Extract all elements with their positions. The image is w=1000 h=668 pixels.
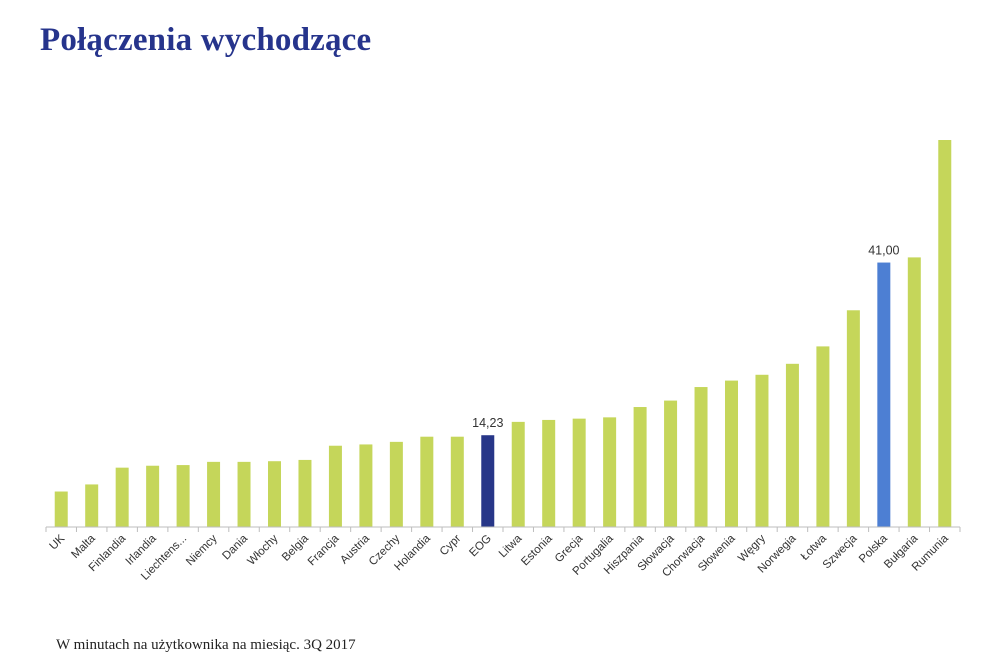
bar-holandia xyxy=(420,436,434,527)
x-tick-label-francja: Francja xyxy=(306,532,342,568)
bar-malta xyxy=(85,484,99,527)
bar-niemcy xyxy=(207,461,221,527)
bar-dania xyxy=(237,461,251,527)
bar-czechy xyxy=(389,441,403,527)
data-label-eog: 14,23 xyxy=(472,416,503,430)
x-tick-labels-group: UK MaltaFinlandiaIrlandiaLiechtens...Niem… xyxy=(48,532,952,583)
data-labels-group: 14,23 41,00 xyxy=(472,244,899,431)
bar-finlandia xyxy=(115,467,129,527)
bar-grecja xyxy=(572,418,586,527)
bar-bulgaria xyxy=(907,257,921,527)
x-tick-label-estonia: Estonia xyxy=(519,532,555,568)
bar-hiszpania xyxy=(633,407,647,527)
data-label-polska: 41,00 xyxy=(868,244,899,258)
x-tick-label-cypr: Cypr xyxy=(438,533,464,559)
x-tick-label-wlochy: Włochy xyxy=(245,532,280,567)
bar-litwa xyxy=(511,421,525,528)
bar-liechtens xyxy=(176,465,190,527)
bar-polska xyxy=(877,262,891,527)
x-tick-label-uk: UK xyxy=(48,532,68,552)
bar-norwegia xyxy=(785,363,799,527)
bar-chorwacja xyxy=(694,387,708,527)
bar-austria xyxy=(359,444,373,527)
bar-estonia xyxy=(542,419,556,527)
x-tick-label-niemcy: Niemcy xyxy=(184,532,220,568)
bar-irlandia xyxy=(146,465,160,527)
chart-title: Połączenia wychodzące xyxy=(40,22,372,58)
x-tick-label-litwa: Litwa xyxy=(497,532,525,560)
bar-cypr xyxy=(450,436,464,527)
x-tick-label-malta: Malta xyxy=(69,532,98,561)
bar-slowenia xyxy=(725,380,738,527)
x-tick-label-eog: EOG xyxy=(467,533,494,560)
bar-francja xyxy=(328,445,342,527)
footnote: W minutach na użytkownika na miesiąc. 3Q… xyxy=(56,637,356,653)
bar-portugalia xyxy=(603,417,617,527)
x-tick-label-szwecja: Szwecja xyxy=(821,532,860,571)
bar-belgia xyxy=(298,459,312,527)
bar-rumunia xyxy=(938,140,952,527)
bar-eog xyxy=(481,435,495,527)
bar-uk xyxy=(54,491,68,527)
x-ticks-group xyxy=(45,527,961,532)
bar-lotwa xyxy=(816,346,830,527)
bar-wegry xyxy=(755,374,769,527)
bar-slowacja xyxy=(664,400,678,527)
bars-group xyxy=(54,140,952,528)
bar-szwecja xyxy=(846,310,860,527)
bar-wlochy xyxy=(268,461,281,527)
